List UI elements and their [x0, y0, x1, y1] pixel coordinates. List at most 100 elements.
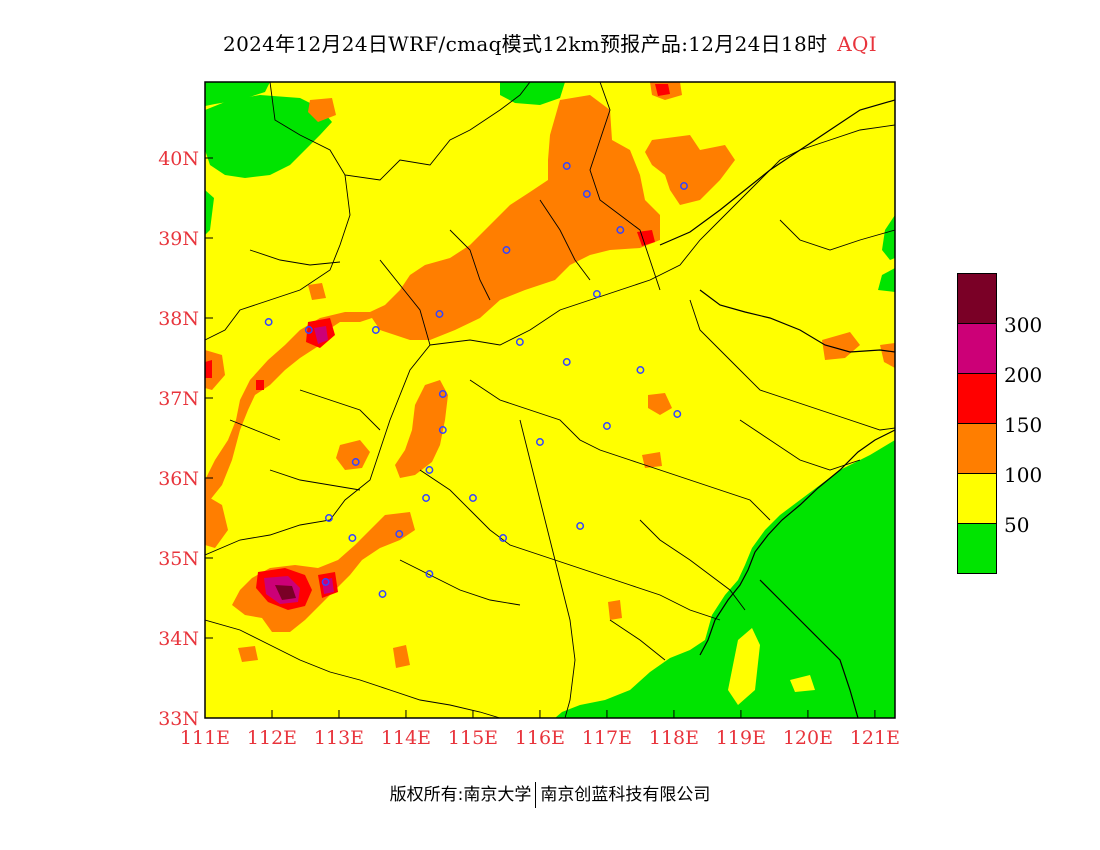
lon-tick-label: 114E [381, 727, 431, 749]
field-maroon-luoyang [275, 585, 296, 600]
latitude-axis: 33N 34N 35N 36N 37N 38N 39N 40N [158, 148, 213, 730]
field-orange-blob6 [393, 645, 410, 668]
field-orange-blob7 [238, 646, 258, 662]
title-text: 2024年12月24日WRF/cmaq模式12km预报产品:12月24日18时 [223, 32, 828, 56]
legend-label: 150 [1004, 413, 1043, 437]
boundary-line [609, 619, 666, 661]
field-good-west-edge [205, 190, 214, 235]
field-orange-blob2 [648, 393, 672, 415]
city-marker [562, 358, 571, 366]
boundary-line [449, 229, 491, 301]
city-marker [425, 570, 434, 578]
city-marker [592, 290, 601, 298]
city-marker [304, 326, 313, 334]
lat-tick-label: 34N [158, 628, 199, 650]
city-marker [435, 310, 444, 318]
coastline-path [699, 289, 895, 353]
boundary-line [469, 379, 771, 521]
city-marker [422, 494, 431, 502]
city-marker [438, 390, 447, 398]
city-marker [351, 458, 360, 466]
lon-tick-label: 119E [716, 727, 766, 749]
lon-tick-label: 112E [247, 727, 297, 749]
coastline-path [659, 99, 895, 246]
lon-tick-label: 118E [649, 727, 699, 749]
map-field [205, 82, 895, 718]
field-orange-blob8 [608, 600, 622, 620]
field-orange-west-edge2 [205, 495, 228, 548]
legend-label: 300 [1004, 313, 1043, 337]
map-title: 2024年12月24日WRF/cmaq模式12km预报产品:12月24日18时 A… [0, 28, 1100, 57]
lat-tick-label: 36N [158, 468, 199, 490]
lat-tick-label: 38N [158, 308, 199, 330]
lat-tick-label: 33N [158, 708, 199, 730]
city-marker [378, 590, 387, 598]
field-orange-blob3 [642, 452, 662, 468]
boundary-line [539, 199, 591, 281]
boundary-line [639, 519, 746, 611]
city-marker [673, 410, 682, 418]
city-marker [499, 534, 508, 542]
boundary-line [205, 259, 431, 556]
boundary-line [519, 419, 576, 718]
legend-swatch [957, 273, 997, 324]
field-good-sea [555, 440, 895, 718]
boundary-line [269, 82, 531, 181]
boundary-line [689, 299, 895, 431]
field-orange-blob1 [336, 440, 370, 470]
legend-swatch [957, 324, 997, 374]
field-red-dot [256, 380, 264, 390]
field-orange-top2 [308, 98, 336, 122]
field-orange-northeast [645, 135, 735, 205]
footer-separator [535, 782, 537, 808]
boundary-line [399, 559, 521, 606]
boundary-line [205, 619, 501, 718]
lon-tick-label: 117E [582, 727, 632, 749]
field-good-northwest [205, 95, 332, 178]
field-good-coast-yellow2 [790, 675, 815, 692]
field-orange-west-edge [205, 350, 225, 390]
city-marker [680, 182, 688, 190]
city-marker [395, 530, 404, 538]
city-marker [371, 326, 380, 334]
lon-tick-label: 111E [180, 727, 230, 749]
field-magenta-zhengzhou [322, 578, 334, 594]
lat-tick-label: 37N [158, 388, 199, 410]
city-marker [324, 514, 333, 522]
field-orange-blob9 [308, 283, 326, 300]
lat-tick-label: 40N [158, 148, 199, 170]
legend-swatch [957, 474, 997, 524]
lon-tick-label: 116E [515, 727, 565, 749]
field-orange-blob5 [880, 343, 895, 368]
boundary-line [779, 219, 895, 251]
boundary-line [249, 249, 341, 266]
field-red-north [655, 84, 670, 96]
lat-tick-label: 39N [158, 228, 199, 250]
boundary-line [429, 124, 895, 346]
field-good-north [205, 82, 270, 106]
field-magenta-taiyuan [314, 326, 328, 344]
field-good-coast-yellow [728, 628, 760, 705]
lon-tick-label: 121E [850, 727, 900, 749]
city-marker [536, 438, 544, 446]
footer: 版权所有:南京大学 南京创蓝科技有限公司 [0, 780, 1100, 808]
lon-tick-label: 113E [314, 727, 364, 749]
copyright-text: 版权所有:南京大学 [389, 785, 532, 805]
city-markers [264, 162, 688, 598]
legend-swatch [957, 524, 997, 574]
boundary-line [739, 419, 861, 471]
lon-tick-label: 115E [448, 727, 498, 749]
field-good-north2 [500, 82, 565, 105]
lat-tick-label: 35N [158, 548, 199, 570]
boundary-line [205, 174, 351, 341]
field-orange-northband [205, 95, 660, 505]
legend-label: 100 [1004, 463, 1043, 487]
title-variable: AQI [837, 32, 877, 56]
coastline-path [699, 429, 895, 656]
legend-swatch [957, 374, 997, 424]
legend-swatch [957, 424, 997, 474]
field-orange-blob4 [822, 332, 860, 360]
city-marker [515, 338, 524, 346]
lon-tick-label: 120E [783, 727, 833, 749]
